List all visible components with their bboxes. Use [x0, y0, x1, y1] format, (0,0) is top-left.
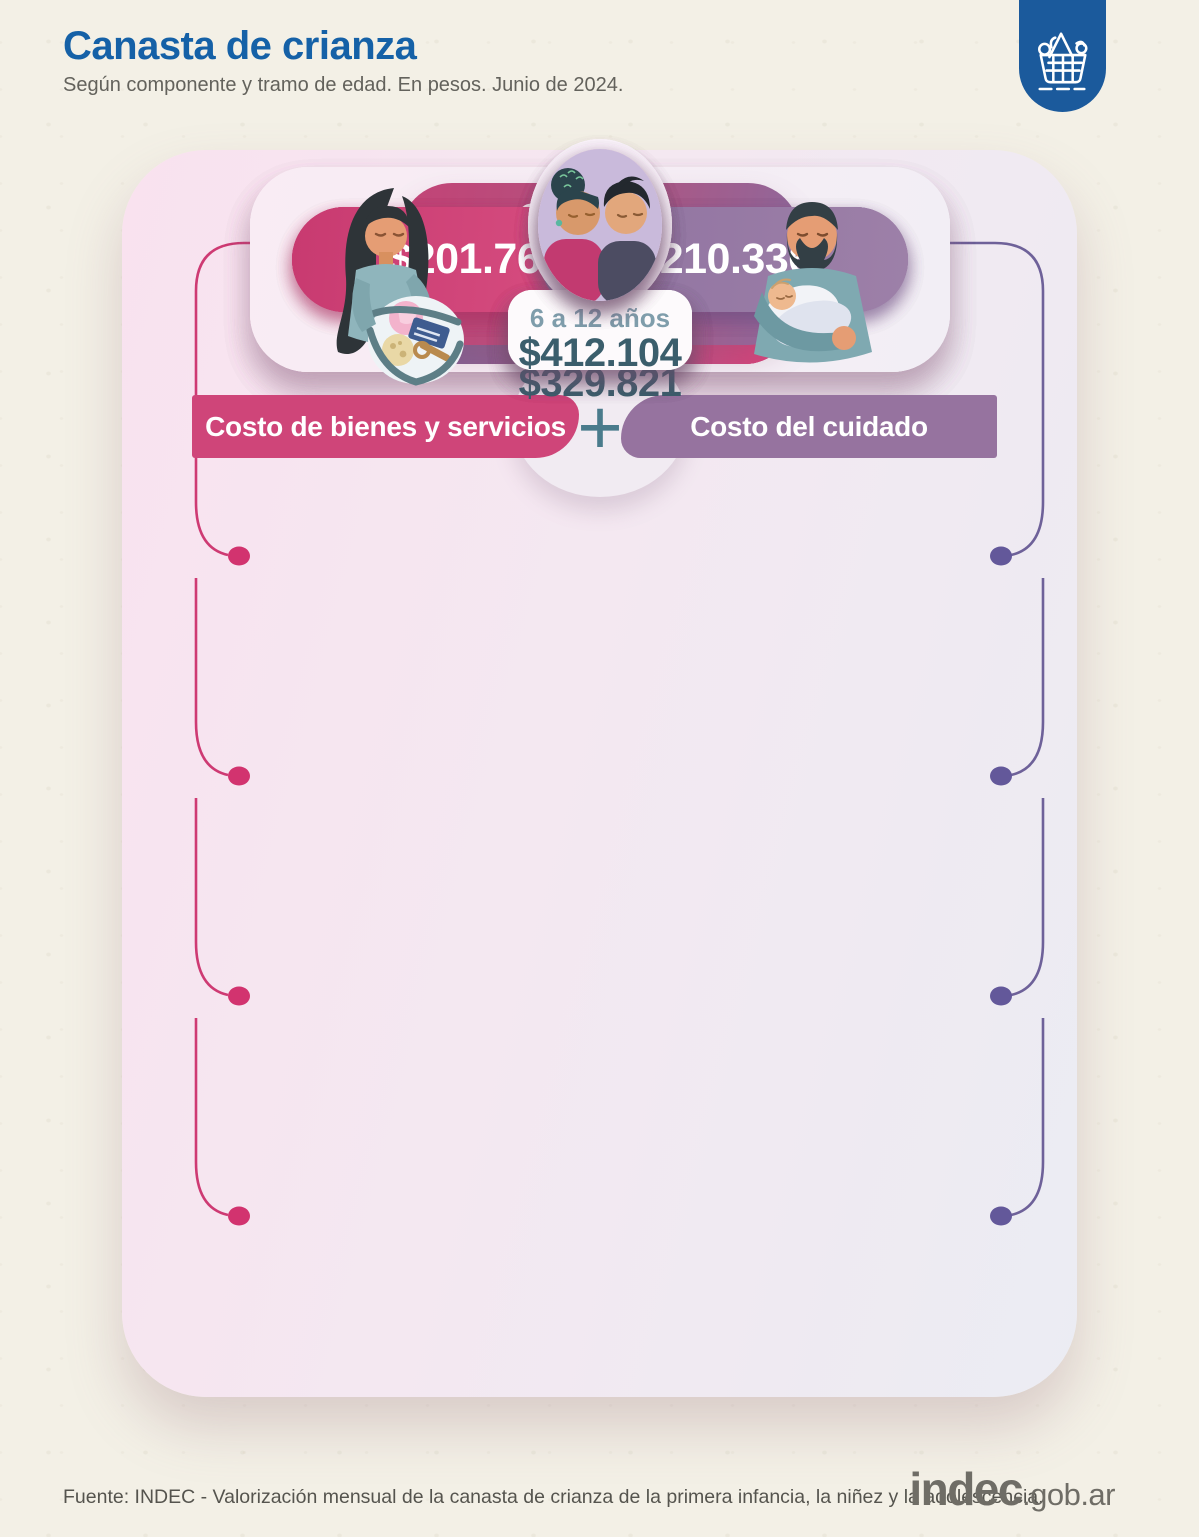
- indec-logo-main: indec: [909, 1463, 1023, 1515]
- plus-icon: +: [577, 383, 623, 471]
- page-subtitle: Según componente y tramo de edad. En pes…: [63, 74, 624, 96]
- age-total-tag: 6 a 12 años $412.104: [508, 290, 692, 375]
- age-label: 6 a 12 años: [529, 303, 671, 333]
- connector-lines: [194, 241, 1045, 1226]
- component-label-goods: Costo de bienes y servicios: [192, 395, 579, 458]
- source-note: Fuente: INDEC - Valorización mensual de …: [63, 1486, 1044, 1508]
- indec-logo-suffix: .gob.ar: [1021, 1477, 1116, 1512]
- woman-with-basket-illustration: [310, 182, 486, 399]
- indec-basket-badge: [1019, 0, 1106, 112]
- man-with-baby-illustration: [728, 188, 896, 381]
- page-title: Canasta de crianza: [63, 24, 417, 68]
- component-label-care: Costo del cuidado: [621, 395, 997, 458]
- component-goods-text: Costo de bienes y servicios: [205, 410, 566, 442]
- preteens-illustration: [538, 149, 662, 301]
- shopping-basket-icon: [1038, 32, 1088, 91]
- age-medallion: [538, 149, 662, 301]
- total-value: $412.104: [518, 331, 682, 375]
- infographic-card: Canasta de crianza Junio de 2024: [122, 139, 1077, 1397]
- indec-logo: indec .gob.ar: [909, 1462, 1115, 1516]
- age-row-6-a-12-anos: $201.768 $210.336 6 a 12 años $412.104: [122, 139, 1077, 375]
- component-care-text: Costo del cuidado: [690, 410, 928, 442]
